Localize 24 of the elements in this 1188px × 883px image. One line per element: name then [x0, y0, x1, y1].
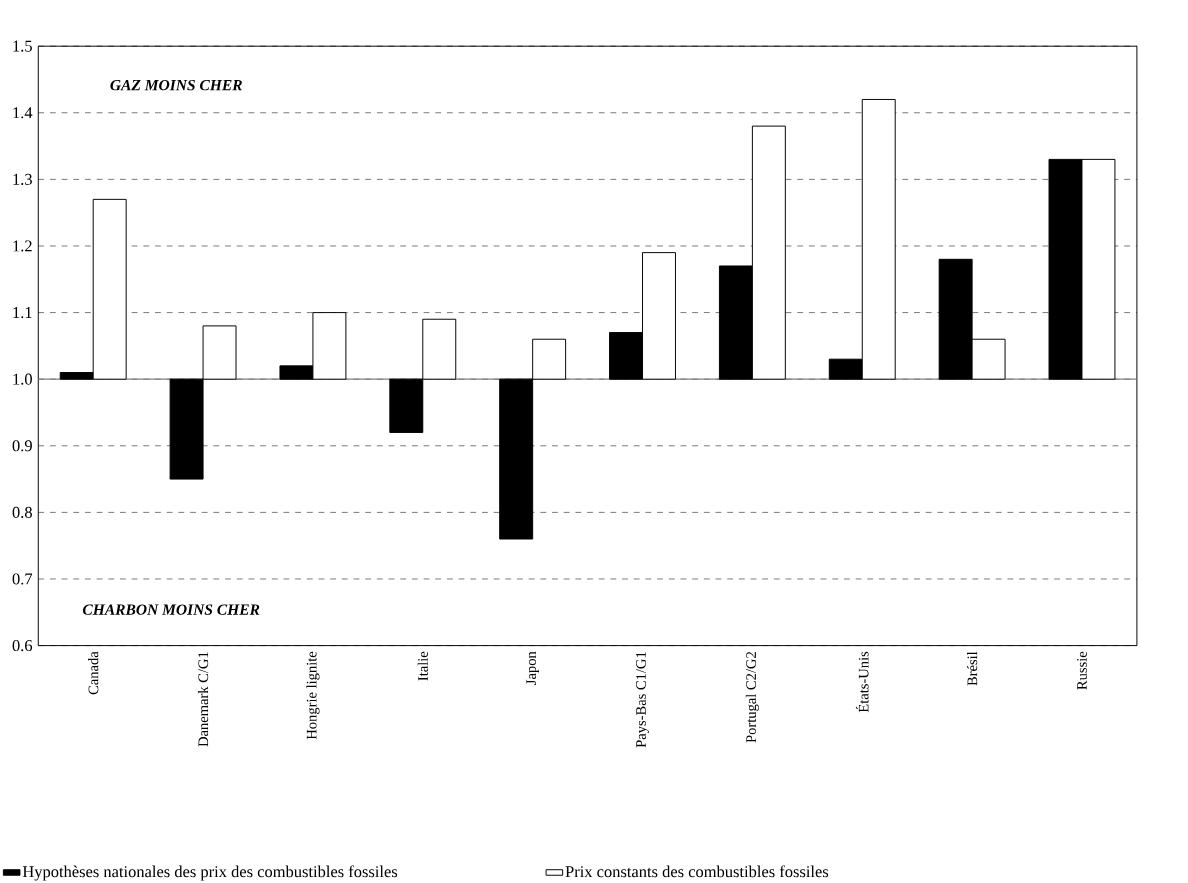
- x-tick-label: États-Unis: [855, 651, 869, 713]
- x-tick-label: Italie: [417, 651, 428, 681]
- y-tick-label: 1.5: [13, 40, 32, 52]
- y-tick-label: 1.4: [13, 107, 33, 119]
- x-tick-label: Japon: [526, 651, 539, 685]
- x-tick-label: Canada: [88, 651, 99, 695]
- x-tick-label: Russie: [1077, 651, 1087, 690]
- y-tick-label: 1.3: [13, 173, 32, 185]
- y-tick-label: 0.6: [12, 639, 33, 651]
- y-tick-label: 0.9: [12, 440, 32, 452]
- y-tick-label: 1.2: [13, 240, 32, 252]
- y-tick-label: 1.0: [13, 373, 32, 385]
- annotation: CHARBON MOINS CHER: [82, 604, 260, 615]
- y-tick-label: 1.1: [13, 306, 32, 318]
- x-tick-label: Danemark C/G1: [197, 651, 209, 747]
- y-tick-label: 0.7: [12, 573, 33, 585]
- annotation: GAZ MOINS CHER: [110, 79, 242, 91]
- legend-label: Prix constants des combustibles fossiles: [565, 865, 829, 878]
- legend-label: Hypothèses nationales des prix des combustibles fossiles: [22, 865, 398, 881]
- x-tick-label: Pays-Bas C1/G1: [636, 651, 649, 748]
- y-tick-label: 0.8: [12, 506, 32, 518]
- x-tick-label: Portugal C2/G2: [745, 651, 759, 743]
- x-tick-label: Brésil: [966, 651, 978, 686]
- x-tick-label: Hongrie lignite: [306, 651, 320, 740]
